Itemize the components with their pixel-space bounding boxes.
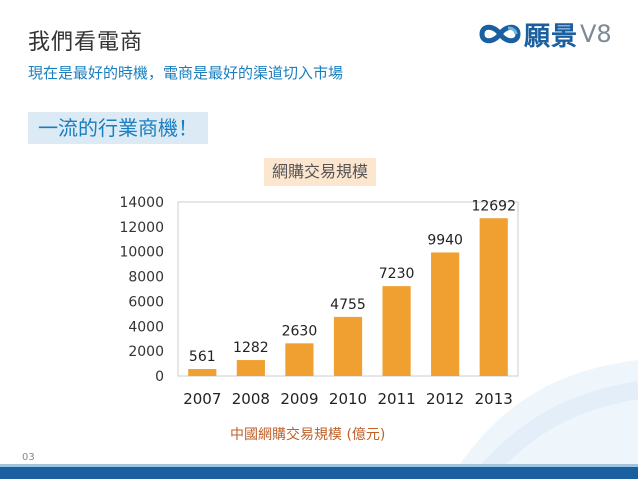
watermark-graphic <box>450 360 638 479</box>
x-tick-label: 2010 <box>329 390 367 408</box>
footer-stripe <box>0 467 638 479</box>
bar-value-label: 1282 <box>233 340 269 356</box>
bar-value-label: 4755 <box>330 297 366 313</box>
x-tick-label: 2012 <box>426 390 464 408</box>
logo-brand-text: 願景 <box>524 21 579 52</box>
logo-version-text: V8 <box>580 20 612 48</box>
y-tick-label: 12000 <box>119 220 164 236</box>
page-subtitle: 現在是最好的時機，電商是最好的渠道切入市場 <box>28 64 344 82</box>
chart-caption: 中國網購交易規模 (億元) <box>230 427 386 443</box>
x-tick-label: 2007 <box>183 390 221 408</box>
x-tick-label: 2011 <box>377 390 415 408</box>
bar-2007 <box>188 369 217 376</box>
y-tick-label: 0 <box>155 369 164 385</box>
y-tick-label: 8000 <box>128 270 164 286</box>
bar-value-label: 12692 <box>471 198 516 214</box>
x-tick-label: 2013 <box>475 390 513 408</box>
y-tick-label: 4000 <box>128 319 164 335</box>
footer-stripe-light <box>0 464 638 467</box>
infinity-logo-icon <box>479 24 521 44</box>
bar-value-label: 9940 <box>427 232 463 248</box>
bar-2012 <box>431 252 460 376</box>
bar-value-label: 7230 <box>379 266 415 282</box>
chart-title: 網購交易規模 <box>264 158 377 186</box>
page-title: 我們看電商 <box>28 30 144 55</box>
x-tick-label: 2008 <box>232 390 270 408</box>
y-tick-label: 10000 <box>119 245 164 261</box>
bar-2008 <box>236 360 265 376</box>
bar-2010 <box>333 316 363 376</box>
x-tick-label: 2009 <box>280 390 318 408</box>
y-tick-label: 2000 <box>128 344 164 360</box>
page-number: 03 <box>22 452 35 463</box>
bar-value-label: 2630 <box>282 323 318 339</box>
bar-chart: 0 2000 4000 6000 8000 10000 12000 14000 561 1282… <box>119 195 519 408</box>
highlight-badge: 一流的行業商機！ <box>28 112 208 144</box>
bar-2009 <box>285 343 314 376</box>
bar-value-label: 561 <box>189 349 216 365</box>
y-tick-label: 14000 <box>119 195 164 211</box>
company-logo: 願景 V8 <box>478 16 628 52</box>
bar-2013 <box>479 218 508 376</box>
bar-2011 <box>382 286 411 376</box>
y-tick-label: 6000 <box>128 294 164 310</box>
